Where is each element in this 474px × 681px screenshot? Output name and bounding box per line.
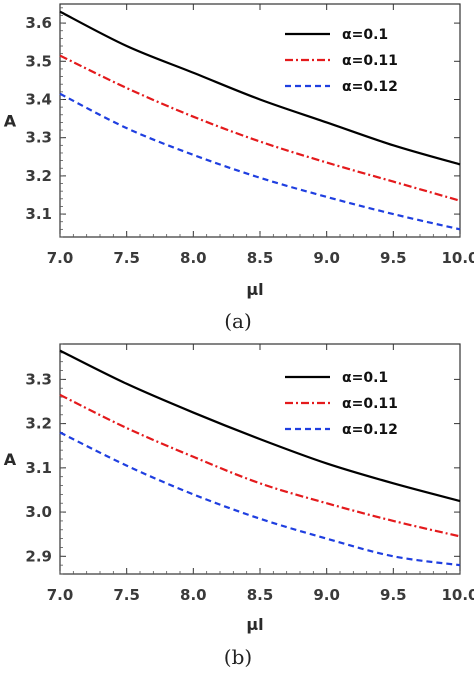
y-axis-label: A (4, 112, 17, 131)
y-tick-label: 3.3 (25, 129, 52, 147)
y-tick-label: 3.5 (25, 52, 52, 70)
series-line-1 (59, 393, 461, 538)
x-tick-label: 10.0 (441, 586, 474, 604)
y-tick-label: 3.3 (25, 370, 52, 388)
series-line-0 (59, 10, 461, 166)
x-tick-label: 8.5 (247, 586, 274, 604)
legend-label-1: α=0.11 (342, 396, 398, 412)
series-line-2 (59, 92, 461, 231)
y-tick-label: 3.4 (25, 90, 52, 108)
x-tick-label: 9.0 (313, 586, 340, 604)
plot-frame (59, 3, 461, 238)
chart-b: 7.0 7.5 8.0 8.5 9.0 9.5 10.0 2.9 3.0 3.1 3.2 3.3 μl A… (4, 343, 474, 669)
x-tick-label: 9.5 (380, 249, 407, 267)
x-tick-label: 7.0 (47, 249, 74, 267)
x-tick-label: 8.5 (247, 249, 274, 267)
y-tick-label: 3.2 (25, 167, 52, 185)
legend-label-1: α=0.11 (342, 53, 398, 69)
x-tick-label: 9.5 (380, 586, 407, 604)
legend-label-2: α=0.12 (342, 422, 398, 438)
x-axis-label: μl (246, 615, 263, 634)
legend-label-0: α=0.1 (342, 370, 388, 386)
x-tick-label: 8.0 (180, 586, 207, 604)
y-tick-label: 3.2 (25, 415, 52, 433)
x-tick-label: 10.0 (441, 249, 474, 267)
y-tick-label: 3.6 (25, 14, 52, 32)
legend-label-2: α=0.12 (342, 79, 398, 95)
y-tick-label: 3.1 (25, 205, 52, 223)
x-tick-label: 7.5 (113, 586, 140, 604)
x-tick-label: 7.0 (47, 586, 74, 604)
subfigure-caption: (b) (224, 645, 252, 669)
legend-label-0: α=0.1 (342, 27, 388, 43)
plot-frame (59, 343, 461, 575)
chart-a: 7.0 7.5 8.0 8.5 9.0 9.5 10.0 3.1 3.2 3.3 3.4 3.5 3.6… (4, 3, 474, 333)
y-tick-label: 3.1 (25, 459, 52, 477)
x-axis-label: μl (246, 280, 263, 299)
series-line-0 (59, 349, 461, 503)
x-tick-label: 7.5 (113, 249, 140, 267)
x-tick-label: 9.0 (313, 249, 340, 267)
y-tick-label: 3.0 (25, 503, 52, 521)
series-line-2 (59, 431, 461, 567)
series-line-1 (59, 54, 461, 202)
y-axis-label: A (4, 450, 17, 469)
x-tick-label: 8.0 (180, 249, 207, 267)
y-tick-label: 2.9 (25, 547, 52, 565)
subfigure-caption: (a) (224, 309, 252, 333)
